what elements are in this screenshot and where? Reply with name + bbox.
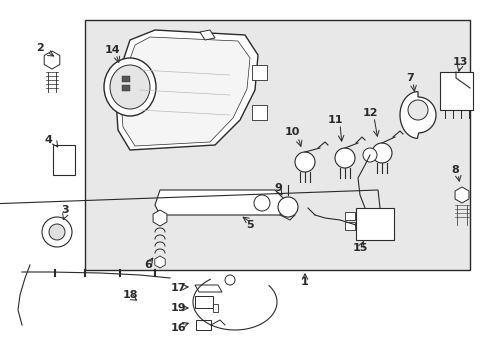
Polygon shape <box>155 190 285 215</box>
Text: 12: 12 <box>362 108 377 118</box>
Bar <box>345 212 354 220</box>
Circle shape <box>371 143 391 163</box>
Circle shape <box>224 275 235 285</box>
Text: 15: 15 <box>351 243 367 253</box>
Text: 14: 14 <box>105 45 121 55</box>
Bar <box>122 85 130 91</box>
Bar <box>345 222 354 230</box>
Text: 11: 11 <box>326 115 342 125</box>
Circle shape <box>362 148 376 162</box>
Bar <box>251 105 266 120</box>
Text: 7: 7 <box>406 73 413 83</box>
Circle shape <box>42 217 72 247</box>
Text: 2: 2 <box>36 43 44 53</box>
Bar <box>85 20 469 270</box>
Circle shape <box>278 197 297 217</box>
Circle shape <box>294 152 314 172</box>
Text: 3: 3 <box>61 205 69 215</box>
Polygon shape <box>195 285 222 292</box>
Text: 19: 19 <box>170 303 185 313</box>
Text: 5: 5 <box>245 220 253 230</box>
Bar <box>122 76 130 82</box>
Polygon shape <box>200 30 215 40</box>
Text: 18: 18 <box>122 290 138 300</box>
Polygon shape <box>399 91 435 138</box>
Text: 17: 17 <box>170 283 185 293</box>
Polygon shape <box>120 37 249 146</box>
Text: 4: 4 <box>44 135 52 145</box>
Circle shape <box>49 224 65 240</box>
Text: 8: 8 <box>450 165 458 175</box>
Text: 16: 16 <box>170 323 185 333</box>
Bar <box>251 65 266 80</box>
Circle shape <box>253 195 269 211</box>
Bar <box>53 145 75 175</box>
Bar <box>196 320 210 330</box>
Ellipse shape <box>104 58 156 116</box>
Text: 9: 9 <box>273 183 282 193</box>
Circle shape <box>334 148 354 168</box>
Bar <box>439 72 472 110</box>
Bar <box>195 296 213 308</box>
Bar <box>355 208 393 240</box>
Polygon shape <box>115 30 258 150</box>
Ellipse shape <box>110 65 150 109</box>
Text: 13: 13 <box>451 57 467 67</box>
Bar <box>213 304 218 312</box>
Circle shape <box>407 100 427 120</box>
Text: 1: 1 <box>301 277 308 287</box>
Text: 10: 10 <box>284 127 299 137</box>
Text: 6: 6 <box>144 260 152 270</box>
